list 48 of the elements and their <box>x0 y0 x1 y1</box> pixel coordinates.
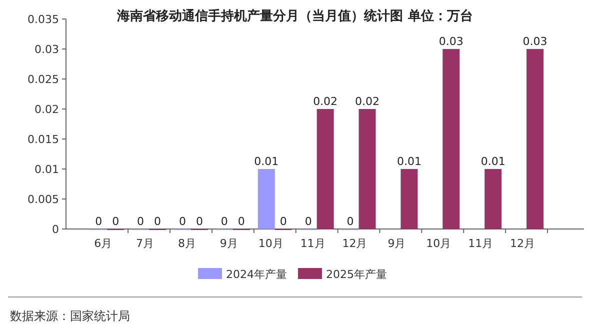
x-tick-label: 12月 <box>342 237 368 250</box>
x-tick-label: 11月 <box>300 237 326 250</box>
data-label: 0.03 <box>438 35 464 48</box>
data-label: 0 <box>137 215 144 228</box>
x-tick-label: 10月 <box>258 237 284 250</box>
x-tick-label: 9月 <box>388 237 406 250</box>
y-tick-label: 0.01 <box>34 163 59 176</box>
x-tick-label: 12月 <box>510 237 536 250</box>
chart-title: 海南省移动通信手持机产量分月（当月值）统计图 单位：万台 <box>116 8 473 24</box>
data-label: 0.01 <box>254 155 279 168</box>
bar <box>484 169 502 229</box>
data-label: 0 <box>178 215 186 228</box>
bar <box>526 49 544 229</box>
data-label: 0 <box>346 215 354 228</box>
data-label: 0.03 <box>522 35 548 48</box>
y-tick-label: 0.005 <box>28 193 59 206</box>
data-label: 0.01 <box>480 155 506 168</box>
data-label: 0 <box>280 215 287 228</box>
x-tick-label: 7月 <box>136 237 154 250</box>
bar <box>358 109 376 229</box>
y-tick-label: 0.02 <box>34 103 59 116</box>
x-tick-label: 6月 <box>94 237 112 250</box>
data-label: 0.01 <box>396 155 422 168</box>
y-tick-label: 0.03 <box>34 43 59 56</box>
data-label: 0.02 <box>355 95 380 108</box>
data-label: 0 <box>196 215 203 228</box>
x-tick-label: 11月 <box>468 237 494 250</box>
legend-label: 2024年产量 <box>226 268 287 281</box>
y-tick-label: 0.035 <box>28 13 59 26</box>
y-tick-label: 0.015 <box>28 133 59 146</box>
bar <box>400 169 418 229</box>
bar <box>316 109 334 229</box>
data-label: 0 <box>112 215 120 228</box>
x-tick-label: 10月 <box>426 237 452 250</box>
y-tick-label: 0.025 <box>28 73 59 86</box>
data-label: 0 <box>154 215 162 228</box>
data-label: 0.02 <box>313 95 338 108</box>
data-label: 0 <box>95 215 102 228</box>
x-tick-label: 9月 <box>220 237 238 250</box>
data-label: 0 <box>238 215 245 228</box>
x-tick-label: 8月 <box>178 237 196 250</box>
legend-label: 2025年产量 <box>326 268 387 281</box>
data-label: 0 <box>304 215 312 228</box>
source-note: 数据来源：国家统计局 <box>10 309 130 323</box>
bar <box>258 169 275 229</box>
bar <box>442 49 460 229</box>
y-tick-label: 0 <box>52 223 59 236</box>
data-label: 0 <box>220 215 228 228</box>
